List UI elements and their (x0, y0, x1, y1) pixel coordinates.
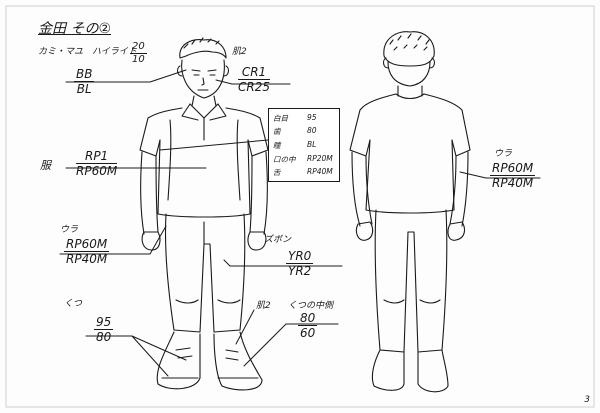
pants-fraction-num: YR0 (286, 249, 314, 264)
color-table: 白目 95 歯 80 瞳 BL 口の中 RP20M 舌 RP40M (268, 108, 340, 182)
sheet-title: 金田 その② (38, 21, 112, 37)
shoes-fraction: 95 80 (94, 315, 114, 344)
page-number: 3 (584, 395, 590, 405)
skin-fraction: CR1 CR25 (238, 66, 270, 93)
shoe-inner-fraction-den: 60 (300, 326, 316, 340)
shoes-label: くつ (64, 299, 83, 309)
table-key: 口の中 (273, 155, 296, 164)
inner-fraction-num: RP60M (64, 237, 110, 252)
back-figure (349, 31, 471, 393)
shirt-fraction-den: RP60M (76, 164, 118, 178)
skin-label: 肌2 (232, 47, 247, 57)
table-value: RP20M (307, 154, 333, 163)
shirt-fraction-num: RP1 (76, 150, 118, 164)
table-key: 瞳 (273, 141, 281, 150)
table-key: 白目 (273, 114, 288, 123)
pants-fraction: YR0 YR2 (286, 249, 314, 278)
skin-fraction-den: CR25 (238, 80, 270, 94)
shoes-fraction-den: 80 (96, 330, 112, 344)
pants-fraction-den: YR2 (288, 264, 312, 278)
highlight-fraction: 20 10 (130, 42, 147, 65)
back-shirt-fraction-num: RP60M (490, 161, 536, 176)
inner-fraction: RP60M RP40M (64, 237, 110, 266)
back-shirt-label: ウラ (494, 149, 513, 159)
table-key: 舌 (273, 168, 281, 177)
highlight-label: ハイライト (92, 47, 137, 57)
pants-label: ズボン (264, 235, 292, 245)
back-shirt-fraction-den: RP40M (492, 176, 534, 190)
skin2-label: 肌2 (256, 301, 271, 311)
shoe-inner-label: くつの中側 (288, 301, 334, 311)
table-value: RP40M (307, 167, 333, 176)
shirt-fraction: RP1 RP60M (76, 150, 118, 178)
shoes-fraction-num: 95 (94, 315, 114, 330)
shirt-label: 服 (40, 159, 51, 172)
table-key: 歯 (273, 127, 281, 136)
skin-fraction-num: CR1 (238, 66, 270, 80)
table-value: 95 (307, 113, 317, 122)
highlight-fraction-den: 10 (132, 54, 145, 65)
inner-label: ウラ (60, 225, 79, 235)
hair-fraction-num: BB (74, 67, 95, 82)
hair-fraction-den: BL (76, 82, 92, 96)
back-shirt-fraction: RP60M RP40M (490, 161, 536, 190)
hair-fraction: BB BL (74, 67, 95, 96)
inner-fraction-den: RP40M (66, 252, 108, 266)
table-value: 80 (307, 126, 317, 135)
hair-label: カミ・マユ (38, 47, 84, 57)
highlight-fraction-num: 20 (130, 41, 147, 54)
annotation-lines (59, 69, 541, 377)
table-value: BL (307, 140, 317, 149)
shoe-inner-fraction-num: 80 (298, 311, 318, 326)
front-figure (139, 37, 269, 391)
shoe-inner-fraction: 80 60 (298, 311, 318, 340)
